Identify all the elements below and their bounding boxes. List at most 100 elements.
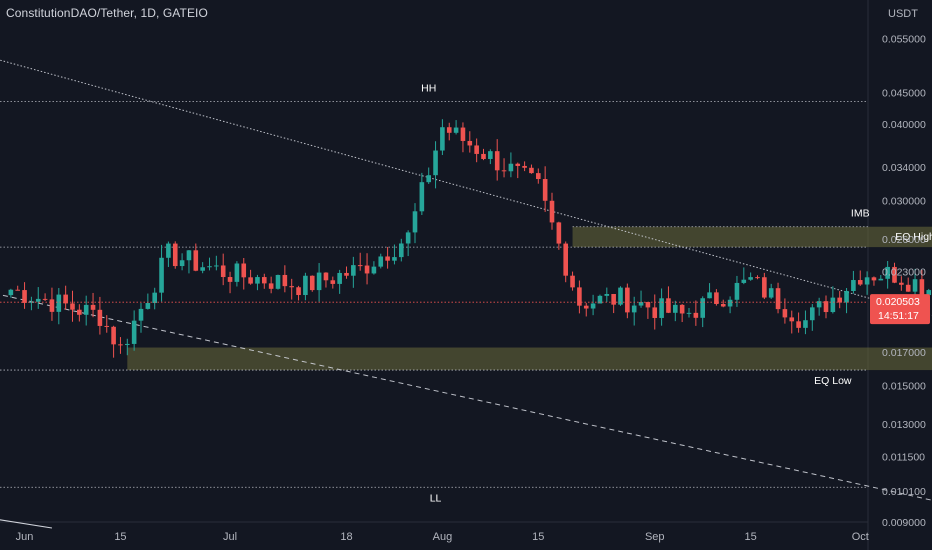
candle-body[interactable] <box>652 307 658 318</box>
candle-body[interactable] <box>309 275 315 291</box>
candle-body[interactable] <box>529 167 534 174</box>
candle-body[interactable] <box>385 256 390 261</box>
candle-body[interactable] <box>686 312 692 314</box>
candle-body[interactable] <box>762 277 767 298</box>
candle-body[interactable] <box>734 282 740 300</box>
candle-body[interactable] <box>789 317 795 322</box>
candle-body[interactable] <box>268 283 274 289</box>
candle-body[interactable] <box>741 279 747 283</box>
candle-body[interactable] <box>8 289 14 296</box>
candle-body[interactable] <box>878 278 884 281</box>
candle-body[interactable] <box>905 284 911 292</box>
zone-imb[interactable] <box>572 226 932 248</box>
candle-body[interactable] <box>720 303 726 307</box>
candle-body[interactable] <box>193 250 199 271</box>
candle-body[interactable] <box>570 275 575 288</box>
candle-body[interactable] <box>604 293 610 296</box>
candle-body[interactable] <box>460 127 466 141</box>
candle-body[interactable] <box>453 127 459 133</box>
candle-body[interactable] <box>337 272 342 284</box>
candle-body[interactable] <box>351 265 356 276</box>
candle-body[interactable] <box>892 266 897 283</box>
candle-body[interactable] <box>330 280 336 284</box>
candle-body[interactable] <box>810 307 815 321</box>
candle-body[interactable] <box>316 272 322 291</box>
candle-body[interactable] <box>556 222 562 244</box>
candle-body[interactable] <box>816 301 822 308</box>
candle-body[interactable] <box>659 298 664 318</box>
candle-body[interactable] <box>172 243 178 267</box>
candle-body[interactable] <box>296 287 301 296</box>
candle-body[interactable] <box>90 304 96 310</box>
candle-body[interactable] <box>864 277 870 285</box>
candle-body[interactable] <box>885 266 890 279</box>
candle-body[interactable] <box>679 304 685 314</box>
candle-body[interactable] <box>282 274 288 287</box>
candle-body[interactable] <box>426 175 431 183</box>
candle-body[interactable] <box>125 343 130 345</box>
candle-body[interactable] <box>440 127 445 151</box>
candle-body[interactable] <box>522 165 527 168</box>
candle-body[interactable] <box>344 272 349 276</box>
candle-body[interactable] <box>248 277 253 284</box>
candle-body[interactable] <box>357 265 363 267</box>
candle-body[interactable] <box>159 257 164 293</box>
candle-body[interactable] <box>405 232 411 244</box>
candle-body[interactable] <box>364 265 370 274</box>
candle-body[interactable] <box>138 308 144 321</box>
candle-body[interactable] <box>207 266 212 268</box>
trendline-dashed-1[interactable] <box>0 290 932 517</box>
candle-body[interactable] <box>775 288 781 310</box>
candle-body[interactable] <box>796 321 801 328</box>
candle-body[interactable] <box>371 266 377 274</box>
candle-body[interactable] <box>727 299 733 307</box>
candle-body[interactable] <box>755 277 760 279</box>
candle-body[interactable] <box>22 290 27 303</box>
candle-body[interactable] <box>714 292 719 304</box>
candle-body[interactable] <box>220 265 226 278</box>
candle-body[interactable] <box>625 287 630 313</box>
candle-body[interactable] <box>234 263 240 282</box>
candle-body[interactable] <box>227 277 233 282</box>
candle-body[interactable] <box>419 182 425 212</box>
candle-body[interactable] <box>289 286 294 288</box>
candle-body[interactable] <box>912 279 918 292</box>
candle-body[interactable] <box>399 243 404 258</box>
candle-body[interactable] <box>378 256 384 267</box>
trendline-solid-2[interactable] <box>0 516 53 529</box>
candle-body[interactable] <box>145 303 151 309</box>
candle-body[interactable] <box>275 274 281 289</box>
candle-body[interactable] <box>412 211 418 233</box>
candle-body[interactable] <box>214 265 219 267</box>
candle-body[interactable] <box>262 277 267 284</box>
candle-body[interactable] <box>501 170 507 172</box>
candle-body[interactable] <box>83 304 89 315</box>
candle-body[interactable] <box>693 312 699 318</box>
candle-body[interactable] <box>536 173 541 180</box>
candle-body[interactable] <box>748 277 753 280</box>
candle-body[interactable] <box>823 301 829 313</box>
candle-body[interactable] <box>899 282 904 285</box>
candle-body[interactable] <box>29 301 34 303</box>
candle-body[interactable] <box>803 320 808 328</box>
candle-body[interactable] <box>303 275 308 296</box>
candle-body[interactable] <box>515 163 521 166</box>
candle-body[interactable] <box>111 326 116 345</box>
candle-body[interactable] <box>474 145 479 154</box>
candle-body[interactable] <box>179 260 185 267</box>
candle-body[interactable] <box>577 287 582 306</box>
candle-body[interactable] <box>857 280 863 285</box>
candle-body[interactable] <box>70 303 75 310</box>
candle-body[interactable] <box>42 298 48 300</box>
candle-body[interactable] <box>837 297 842 303</box>
candle-body[interactable] <box>851 280 856 292</box>
candle-body[interactable] <box>611 293 616 305</box>
candle-body[interactable] <box>673 304 678 313</box>
candle-body[interactable] <box>186 250 192 261</box>
candle-body[interactable] <box>666 298 671 313</box>
candle-body[interactable] <box>542 179 548 201</box>
candle-body[interactable] <box>118 344 123 346</box>
candle-body[interactable] <box>618 287 623 305</box>
candle-body[interactable] <box>166 243 171 258</box>
candle-body[interactable] <box>768 288 774 298</box>
